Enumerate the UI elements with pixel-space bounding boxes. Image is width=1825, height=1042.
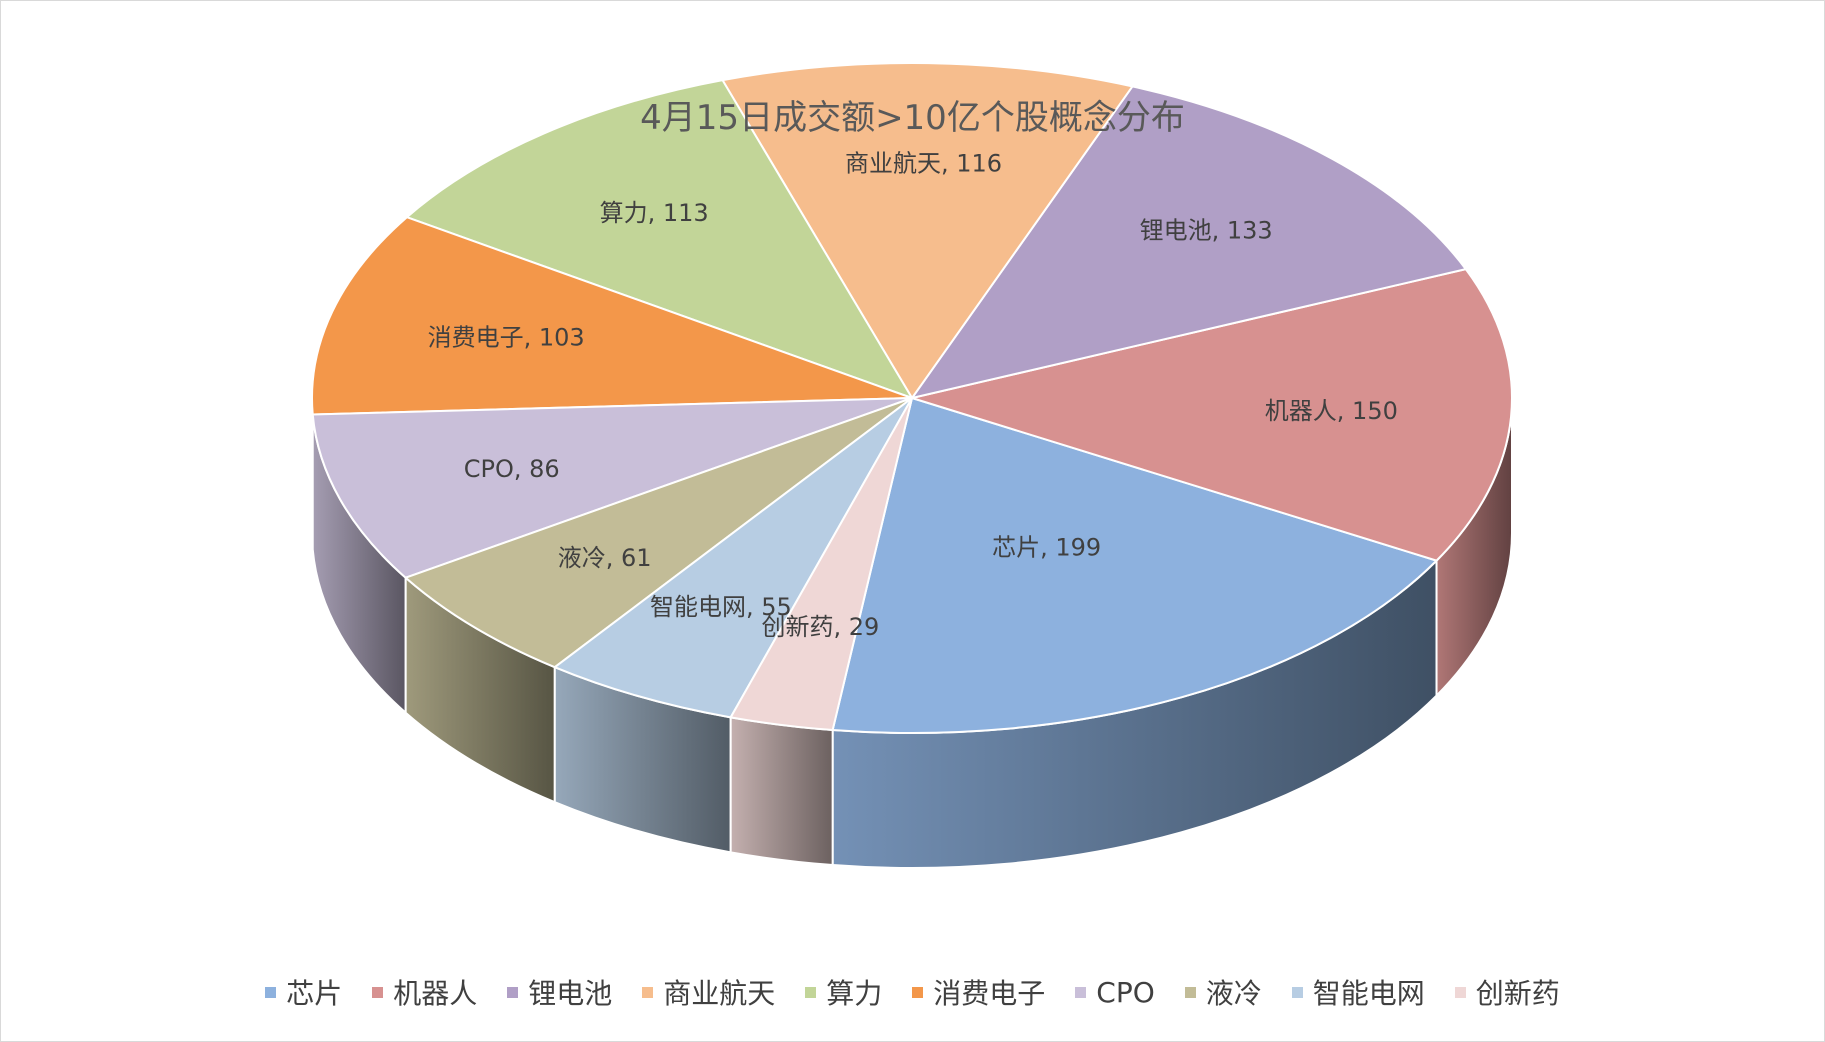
legend-label: 机器人: [393, 977, 478, 1010]
legend-swatch: [912, 986, 924, 998]
legend-swatch: [507, 986, 519, 998]
data-label-商业航天: 商业航天, 116: [845, 150, 1002, 178]
legend-item-芯片: 芯片: [265, 972, 342, 1012]
legend-item-创新药: 创新药: [1454, 972, 1560, 1012]
legend-swatch: [642, 986, 654, 998]
legend-item-商业航天: 商业航天: [642, 972, 775, 1012]
pie-slice-智能电网: [553, 397, 913, 719]
pie-slice-机器人: [911, 268, 1513, 562]
legend-item-锂电池: 锂电池: [507, 972, 612, 1012]
data-label-创新药: 创新药, 29: [762, 613, 880, 641]
legend-item-算力: 算力: [805, 972, 882, 1012]
pie-slice-商业航天: [721, 62, 1134, 399]
legend: 芯片 机器人 锂电池 商业航天 算力 消费电子 CPO 液冷 智能电网 创新药: [0, 972, 1825, 1012]
legend-item-机器人: 机器人: [372, 972, 477, 1012]
data-label-芯片: 芯片, 199: [992, 534, 1101, 562]
pie-slice-算力: [405, 79, 913, 399]
pie-slice-液冷: [404, 397, 913, 669]
pie-slice-芯片: [831, 397, 1438, 734]
legend-label: 算力: [826, 977, 883, 1010]
pie-top-layer: [311, 62, 1513, 734]
legend-swatch: [1075, 986, 1087, 998]
legend-label: 创新药: [1475, 977, 1560, 1010]
legend-item-液冷: 液冷: [1184, 972, 1262, 1012]
data-label-锂电池: 锂电池, 133: [1140, 217, 1273, 245]
legend-swatch: [805, 986, 817, 998]
legend-swatch: [372, 986, 384, 998]
chart-title: 4月15日成交额>10亿个股概念分布: [640, 98, 1185, 138]
data-label-液冷: 液冷, 61: [558, 544, 652, 572]
pie-side-创新药: [729, 716, 834, 867]
pie-slice-cpo: [311, 397, 913, 579]
legend-label: 商业航天: [663, 977, 776, 1010]
legend-label: 液冷: [1205, 977, 1262, 1010]
pie-slice-锂电池: [911, 85, 1467, 399]
pie-slice-消费电子: [311, 216, 913, 416]
legend-label: 消费电子: [933, 977, 1046, 1010]
data-label-cpo: CPO, 86: [464, 455, 560, 483]
legend-item-消费电子: 消费电子: [912, 972, 1045, 1012]
legend-swatch: [1184, 986, 1196, 998]
data-labels: 芯片, 199 机器人, 150 锂电池, 133 商业航天, 116 算力, 113 消…: [428, 150, 1398, 641]
data-label-机器人: 机器人, 150: [1265, 397, 1398, 425]
legend-swatch: [1454, 986, 1466, 998]
data-label-算力: 算力, 113: [600, 199, 709, 227]
legend-item-智能电网: 智能电网: [1291, 972, 1425, 1012]
legend-label: 锂电池: [528, 977, 613, 1010]
data-label-智能电网: 智能电网, 55: [650, 593, 792, 621]
pie-side-layer: [311, 397, 1513, 869]
legend-item-cpo: CPO: [1075, 975, 1155, 1009]
legend-label: CPO: [1096, 975, 1155, 1009]
legend-label: 芯片: [286, 977, 343, 1010]
pie-slice-创新药: [729, 397, 913, 732]
legend-label: 智能电网: [1312, 977, 1425, 1010]
legend-swatch: [1291, 986, 1303, 998]
data-label-消费电子: 消费电子, 103: [428, 324, 585, 352]
legend-swatch: [265, 986, 277, 998]
